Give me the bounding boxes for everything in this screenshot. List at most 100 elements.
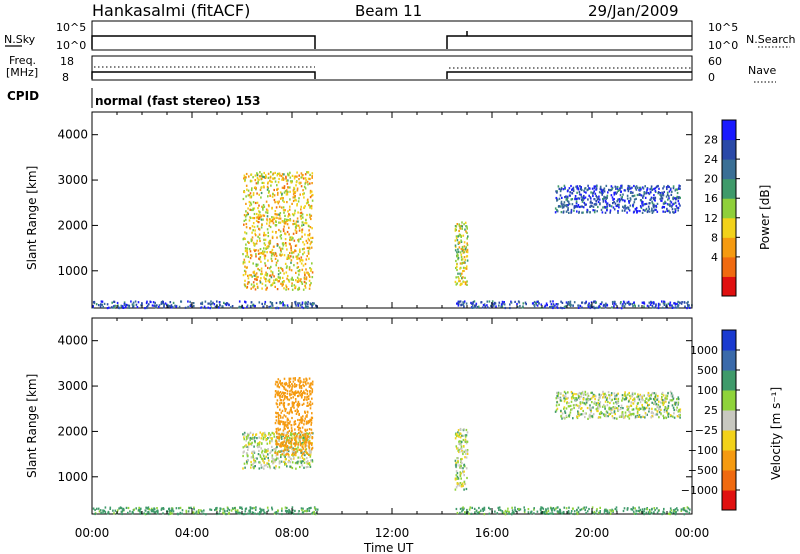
echo-cell bbox=[667, 413, 669, 416]
echo-cell bbox=[299, 193, 301, 196]
echo-cell bbox=[590, 304, 592, 307]
echo-cell bbox=[261, 449, 264, 452]
echo-cell bbox=[652, 197, 655, 200]
echo-cell bbox=[460, 283, 462, 286]
echo-cell bbox=[298, 392, 300, 395]
echo-cell bbox=[598, 195, 600, 198]
echo-cell bbox=[258, 301, 261, 304]
echo-cell bbox=[584, 187, 586, 190]
echo-cell bbox=[283, 377, 286, 380]
echo-cell bbox=[632, 402, 635, 405]
echo-cell bbox=[295, 231, 298, 234]
echo-cell bbox=[129, 510, 131, 513]
echo-cell bbox=[609, 189, 611, 192]
echo-cell bbox=[556, 407, 559, 410]
echo-cell bbox=[556, 190, 558, 193]
echo-cell bbox=[677, 410, 680, 413]
echo-cell bbox=[596, 210, 598, 213]
echo-cell bbox=[271, 460, 273, 463]
echo-cell bbox=[256, 201, 259, 204]
echo-cell bbox=[253, 459, 255, 462]
echo-cell bbox=[568, 303, 571, 307]
echo-cell bbox=[302, 177, 305, 180]
echo-cell bbox=[308, 447, 311, 450]
echo-cell bbox=[664, 407, 667, 410]
echo-cell bbox=[646, 187, 649, 190]
echo-cell bbox=[274, 390, 277, 393]
echo-cell bbox=[277, 509, 279, 512]
echo-cell bbox=[566, 199, 569, 203]
echo-cell bbox=[302, 507, 304, 510]
echo-cell bbox=[597, 407, 600, 410]
echo-cell bbox=[270, 254, 273, 257]
echo-cell bbox=[498, 301, 501, 304]
echo-cell bbox=[257, 249, 260, 252]
echo-cell bbox=[286, 201, 288, 204]
echo-cell bbox=[263, 214, 266, 217]
echo-cell bbox=[551, 507, 553, 510]
echo-cell bbox=[292, 219, 295, 222]
echo-cell bbox=[116, 509, 119, 512]
echo-cell bbox=[627, 206, 629, 209]
echo-cell bbox=[307, 237, 310, 240]
echo-cell bbox=[631, 186, 633, 189]
echo-cell bbox=[308, 287, 311, 290]
echo-cell bbox=[275, 264, 277, 267]
echo-cell bbox=[225, 513, 227, 516]
echo-cell bbox=[308, 443, 310, 446]
echo-cell bbox=[500, 305, 502, 308]
echo-cell bbox=[296, 433, 299, 436]
echo-cell bbox=[249, 192, 252, 195]
echo-cell bbox=[283, 386, 286, 389]
echo-cell bbox=[272, 458, 275, 461]
echo-cell bbox=[644, 416, 646, 419]
echo-cell bbox=[284, 458, 287, 461]
echo-cell bbox=[268, 221, 271, 224]
echo-cell bbox=[550, 305, 553, 308]
echo-cell bbox=[310, 416, 313, 419]
echo-cell bbox=[261, 181, 264, 184]
echo-cell bbox=[261, 272, 263, 275]
echo-cell bbox=[287, 306, 289, 309]
echo-cell bbox=[466, 227, 468, 230]
echo-cell bbox=[568, 405, 571, 408]
echo-cell bbox=[275, 220, 277, 223]
echo-cell bbox=[464, 283, 467, 286]
echo-cell bbox=[611, 187, 613, 190]
echo-cell bbox=[249, 250, 252, 253]
echo-cell bbox=[302, 174, 304, 177]
echo-cell bbox=[287, 179, 289, 182]
velocity-echo-cells bbox=[92, 377, 691, 516]
echo-cell bbox=[312, 512, 314, 515]
echo-cell bbox=[286, 446, 288, 449]
echo-cell bbox=[279, 423, 281, 426]
echo-cell bbox=[112, 305, 115, 308]
echo-cell bbox=[136, 306, 139, 309]
echo-cell bbox=[559, 399, 562, 402]
echo-cell bbox=[256, 442, 259, 445]
echo-cell bbox=[663, 410, 666, 413]
echo-cell bbox=[293, 212, 296, 215]
echo-cell bbox=[247, 207, 249, 210]
echo-cell bbox=[284, 409, 287, 413]
echo-cell bbox=[291, 506, 294, 509]
echo-cell bbox=[661, 306, 664, 309]
echo-cell bbox=[298, 257, 300, 260]
echo-cell bbox=[617, 211, 619, 214]
echo-cell bbox=[311, 431, 313, 434]
echo-cell bbox=[615, 397, 617, 401]
echo-cell bbox=[283, 422, 286, 425]
echo-cell bbox=[274, 257, 277, 260]
echo-cell bbox=[568, 401, 570, 405]
echo-cell bbox=[657, 408, 660, 411]
echo-cell bbox=[679, 187, 681, 190]
echo-cell bbox=[648, 398, 651, 401]
echo-cell bbox=[290, 433, 293, 437]
echo-cell bbox=[245, 255, 247, 258]
echo-cell bbox=[245, 202, 247, 205]
echo-cell bbox=[608, 394, 610, 397]
echo-cell bbox=[270, 250, 273, 253]
echo-cell bbox=[464, 440, 467, 443]
echo-cell bbox=[267, 187, 269, 190]
echo-cell bbox=[145, 512, 148, 515]
